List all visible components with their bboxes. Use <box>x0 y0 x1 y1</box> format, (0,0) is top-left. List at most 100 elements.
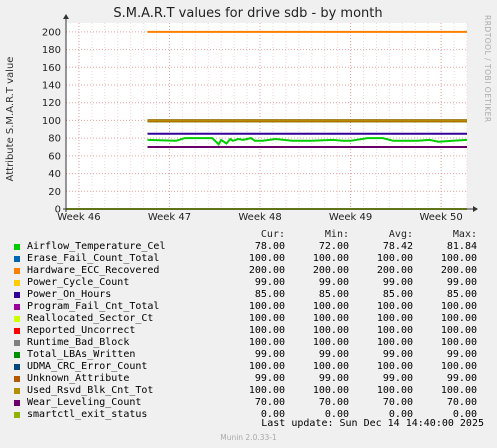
legend-series-name: Power_On_Hours <box>27 289 112 300</box>
y-tick-label: 80 <box>48 134 61 145</box>
y-tick-label: 40 <box>48 169 61 180</box>
y-tick-label: 180 <box>42 45 61 56</box>
legend-series-name: Wear_Leveling_Count <box>27 397 142 408</box>
legend-min-value: 0.00 <box>324 409 349 420</box>
legend-min-value: 100.00 <box>312 385 349 396</box>
legend-series-name: Hardware_ECC_Recovered <box>27 265 160 276</box>
legend-avg-value: 100.00 <box>376 361 413 372</box>
y-tick-label: 120 <box>42 98 61 109</box>
legend-cur-value: 85.00 <box>254 289 285 300</box>
legend-series-name: Used_Rsvd_Blk_Cnt_Tot <box>27 385 154 396</box>
legend-cur-value: 78.00 <box>254 241 285 252</box>
x-axis-ticks: Week 46 Week 47 Week 48 Week 49 Week 50 <box>57 212 463 223</box>
legend-max-value: 100.00 <box>440 313 477 324</box>
x-tick-label: Week 46 <box>57 212 100 223</box>
legend-avg-value: 100.00 <box>376 337 413 348</box>
x-tick-label: Week 47 <box>148 212 191 223</box>
legend-max-value: 100.00 <box>440 253 477 264</box>
legend-swatch <box>14 256 20 262</box>
y-axis-label: Attribute S.M.A.R.T value <box>5 57 16 182</box>
legend-avg-value: 85.00 <box>382 289 413 300</box>
legend-min-value: 100.00 <box>312 361 349 372</box>
legend-header-cur: Cur: <box>260 229 285 240</box>
legend-min-value: 100.00 <box>312 301 349 312</box>
rrdtool-watermark: RRDTOOL / TOBI OETIKER <box>483 15 492 123</box>
legend-cur-value: 100.00 <box>248 325 285 336</box>
legend-max-value: 85.00 <box>446 289 477 300</box>
legend: Cur: Min: Avg: Max: Airflow_Temperature_… <box>14 229 484 421</box>
y-tick-label: 60 <box>48 151 61 162</box>
x-axis-arrow <box>473 206 478 212</box>
legend-swatch <box>14 400 20 406</box>
y-tick-label: 200 <box>42 27 61 38</box>
legend-avg-value: 200.00 <box>376 265 413 276</box>
legend-min-value: 100.00 <box>312 325 349 336</box>
legend-min-value: 85.00 <box>318 289 349 300</box>
legend-header-min: Min: <box>324 229 349 240</box>
legend-avg-value: 100.00 <box>376 325 413 336</box>
legend-cur-value: 100.00 <box>248 361 285 372</box>
last-update: Last update: Sun Dec 14 14:40:00 2025 <box>261 418 484 429</box>
legend-cur-value: 100.00 <box>248 385 285 396</box>
legend-row: smartctl_exit_status 0.00 0.00 0.00 0.00 <box>14 409 484 421</box>
legend-min-value: 100.00 <box>312 313 349 324</box>
legend-max-value: 0.00 <box>452 409 477 420</box>
legend-row: Program_Fail_Cnt_Total 100.00 100.00 100.00… <box>14 301 484 313</box>
legend-series-name: UDMA_CRC_Error_Count <box>27 361 148 372</box>
legend-row: Reported_Uncorrect 100.00 100.00 100.00 100.… <box>14 325 484 337</box>
legend-header-max: Max: <box>452 229 477 240</box>
legend-cur-value: 99.00 <box>254 349 285 360</box>
y-tick-label: 20 <box>48 187 61 198</box>
legend-min-value: 99.00 <box>318 373 349 384</box>
legend-row: Used_Rsvd_Blk_Cnt_Tot 100.00 100.00 100.00 1… <box>14 385 484 397</box>
legend-cur-value: 100.00 <box>248 313 285 324</box>
legend-max-value: 70.00 <box>446 397 477 408</box>
legend-swatch <box>14 340 20 346</box>
legend-avg-value: 99.00 <box>382 373 413 384</box>
y-tick-label: 0 <box>55 205 61 216</box>
legend-series-name: Erase_Fail_Count_Total <box>27 253 160 264</box>
munin-version: Munin 2.0.33-1 <box>220 433 277 442</box>
legend-row: Power_Cycle_Count 99.00 99.00 99.00 99.00 <box>14 277 484 289</box>
legend-min-value: 72.00 <box>318 241 349 252</box>
y-axis-arrow <box>63 14 69 19</box>
legend-swatch <box>14 328 20 334</box>
legend-row: Reallocated_Sector_Ct 100.00 100.00 100.00 1… <box>14 313 484 325</box>
legend-series-name: Reallocated_Sector_Ct <box>27 313 154 324</box>
series-lines <box>66 30 468 210</box>
legend-swatch <box>14 388 20 394</box>
legend-series-name: Airflow_Temperature_Cel <box>27 241 166 252</box>
legend-cur-value: 70.00 <box>254 397 285 408</box>
legend-min-value: 200.00 <box>312 265 349 276</box>
legend-swatch <box>14 352 20 358</box>
legend-swatch <box>14 304 20 310</box>
legend-swatch <box>14 244 20 250</box>
legend-row: UDMA_CRC_Error_Count 100.00 100.00 100.00 10… <box>14 361 484 373</box>
legend-avg-value: 0.00 <box>388 409 413 420</box>
axes <box>63 14 478 212</box>
legend-series-name: Total_LBAs_Written <box>27 349 136 360</box>
y-tick-label: 100 <box>42 116 61 127</box>
legend-max-value: 100.00 <box>440 385 477 396</box>
y-tick-label: 160 <box>42 63 61 74</box>
legend-header: Cur: Min: Avg: Max: <box>14 229 484 241</box>
plot-area <box>66 23 467 209</box>
legend-cur-value: 200.00 <box>248 265 285 276</box>
legend-swatch <box>14 292 20 298</box>
legend-row: Hardware_ECC_Recovered 200.00 200.00 200.00… <box>14 265 484 277</box>
legend-row: Erase_Fail_Count_Total 100.00 100.00 100.00… <box>14 253 484 265</box>
legend-min-value: 99.00 <box>318 277 349 288</box>
legend-row: Total_LBAs_Written 99.00 99.00 99.00 99.00 <box>14 349 484 361</box>
chart-title: S.M.A.R.T values for drive sdb - by mont… <box>113 6 382 21</box>
legend-series-name: Unknown_Attribute <box>27 373 130 384</box>
legend-swatch <box>14 280 20 286</box>
legend-row: Power_On_Hours 85.00 85.00 85.00 85.00 <box>14 289 484 301</box>
legend-max-value: 99.00 <box>446 349 477 360</box>
legend-max-value: 81.84 <box>446 241 477 252</box>
legend-swatch <box>14 364 20 370</box>
legend-row: Wear_Leveling_Count 70.00 70.00 70.00 70.00 <box>14 397 484 409</box>
legend-cur-value: 99.00 <box>254 373 285 384</box>
legend-series-name: Program_Fail_Cnt_Total <box>27 301 160 312</box>
legend-min-value: 99.00 <box>318 349 349 360</box>
